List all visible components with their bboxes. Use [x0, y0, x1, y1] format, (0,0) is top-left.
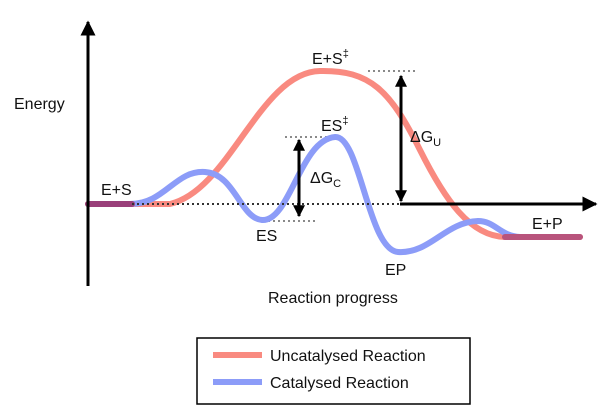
uncatalysed-curve [85, 67, 583, 240]
legend-label-uncatalysed: Uncatalysed Reaction [270, 348, 426, 365]
catalysed-transition-state-label: ES‡ [321, 115, 348, 135]
delta-g-uncatalysed-main: ΔG [410, 129, 433, 146]
legend: Uncatalysed Reaction Catalysed Reaction [196, 337, 471, 405]
uncatalysed-transition-state-label: E+S‡ [312, 48, 349, 68]
reactants-label: E+S [101, 182, 132, 199]
catalysed-curve [127, 134, 523, 256]
delta-g-uncatalysed-label: ΔGU [410, 129, 441, 149]
uncatalysed-ts-main: E+S [312, 51, 343, 68]
legend-box [196, 337, 471, 405]
legend-label-catalysed: Catalysed Reaction [270, 375, 409, 392]
delta-g-catalysed-sub: C [333, 178, 341, 190]
uncatalysed-ts-sup: ‡ [343, 48, 349, 60]
guide-lines [258, 70, 418, 222]
delta-g-uncatalysed-sub: U [433, 137, 441, 149]
x-axis-label: Reaction progress [268, 290, 398, 307]
intermediate-label: ES [256, 228, 277, 245]
y-axis-label: Energy [14, 96, 65, 113]
product-complex-label: EP [385, 262, 406, 279]
delta-g-catalysed-main: ΔG [310, 170, 333, 187]
catalysed-ts-main: ES [321, 118, 342, 135]
catalysed-ts-sup: ‡ [342, 115, 348, 127]
products-label: E+P [532, 216, 563, 233]
delta-g-catalysed-label: ΔGC [310, 170, 341, 190]
